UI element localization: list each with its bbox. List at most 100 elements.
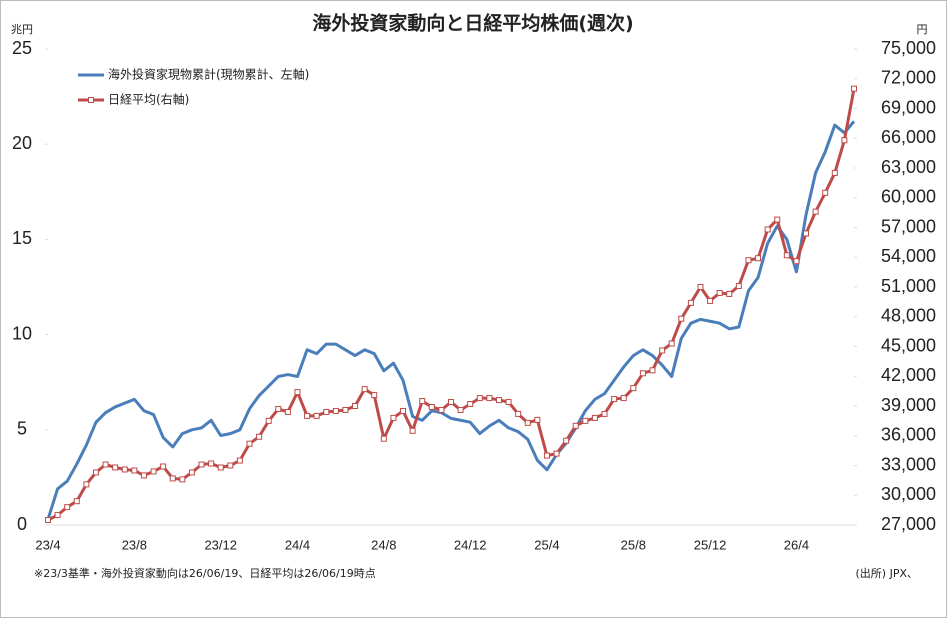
point-marker (112, 464, 119, 471)
y2-tick-label: 57,000 (881, 216, 936, 236)
footnote: ※23/3基準・海外投資家動向は26/06/19、日経平均は26/06/19時点 (34, 566, 376, 580)
point-marker (649, 367, 656, 374)
point-marker (102, 461, 109, 468)
y2-tick-label: 69,000 (881, 97, 936, 117)
point-marker (246, 440, 253, 447)
legend-marker (88, 97, 94, 103)
point-marker (841, 137, 848, 144)
point-marker (400, 407, 407, 414)
point-marker (371, 392, 378, 399)
x-tick-label: 24/12 (454, 537, 487, 552)
y-unit: 兆円 (11, 23, 33, 36)
point-marker (822, 189, 829, 196)
point-marker (121, 466, 128, 473)
point-marker (64, 504, 71, 511)
point-marker (409, 427, 416, 434)
point-marker (294, 389, 301, 396)
point-marker (352, 403, 359, 409)
point-marker (332, 407, 339, 414)
point-marker (390, 414, 397, 421)
point-marker (438, 406, 445, 413)
point-marker (256, 433, 263, 440)
point-marker (505, 399, 512, 406)
x-tick-label: 26/4 (784, 537, 809, 552)
point-marker (620, 395, 627, 402)
point-marker (428, 403, 435, 410)
y2-tick-label: 72,000 (881, 68, 936, 88)
point-marker (745, 257, 752, 264)
y-tick-label: 15 (12, 228, 32, 248)
point-marker (265, 417, 272, 424)
y2-tick-label: 33,000 (881, 454, 936, 474)
point-marker (73, 498, 80, 505)
point-marker (611, 396, 618, 403)
y2-unit: 円 (917, 23, 928, 36)
point-marker (735, 283, 742, 290)
point-marker (534, 416, 541, 423)
y-tick-label: 10 (12, 323, 32, 343)
x-tick-label: 24/4 (285, 537, 310, 552)
point-marker (668, 340, 675, 347)
point-marker (812, 208, 819, 215)
point-marker (380, 435, 387, 442)
x-tick-label: 24/8 (371, 537, 396, 552)
x-tick-label: 25/4 (534, 537, 559, 552)
point-marker (467, 401, 474, 408)
point-marker (591, 414, 598, 421)
point-marker (323, 408, 330, 415)
point-marker (304, 412, 311, 419)
point-marker (601, 410, 608, 417)
point-marker (198, 461, 205, 468)
point-marker (160, 463, 167, 470)
point-marker (486, 395, 493, 402)
y-tick-label: 0 (17, 514, 27, 534)
point-marker (793, 258, 800, 265)
point-marker (342, 406, 349, 413)
point-marker (659, 347, 666, 354)
y-tick-label: 20 (12, 133, 32, 153)
series-line (46, 120, 856, 520)
point-marker (851, 85, 857, 92)
point-marker (313, 412, 320, 419)
point-marker (45, 517, 51, 524)
point-marker (563, 437, 570, 444)
point-marker (783, 252, 790, 259)
point-marker (476, 395, 483, 402)
point-marker (543, 452, 550, 459)
chart-title: 海外投資家動向と日経平均株価(週次) (312, 12, 633, 35)
point-marker (188, 469, 195, 476)
point-marker (687, 299, 694, 306)
y2-tick-label: 66,000 (881, 127, 936, 147)
point-marker (803, 230, 810, 237)
y2-tick-label: 48,000 (881, 306, 936, 326)
point-marker (764, 226, 771, 233)
x-tick-label: 23/8 (122, 537, 147, 552)
point-marker (54, 512, 61, 519)
y2-tick-label: 45,000 (881, 335, 936, 355)
point-marker (217, 464, 224, 471)
point-marker (572, 422, 579, 429)
point-marker (774, 216, 781, 223)
point-marker (495, 397, 502, 404)
legend-label: 日経平均(右軸) (108, 92, 189, 107)
point-marker (179, 476, 186, 483)
point-marker (524, 419, 531, 426)
point-marker (582, 417, 589, 424)
point-marker (92, 469, 99, 476)
point-marker (515, 410, 522, 417)
y2-tick-label: 39,000 (881, 395, 936, 415)
point-marker (236, 457, 243, 464)
y2-tick-label: 60,000 (881, 187, 936, 207)
y2-tick-label: 30,000 (881, 484, 936, 504)
point-marker (831, 169, 838, 176)
y2-tick-label: 75,000 (881, 38, 936, 58)
point-marker (169, 475, 176, 482)
y2-tick-label: 27,000 (881, 514, 936, 534)
point-marker (678, 315, 685, 322)
point-marker (361, 386, 368, 393)
point-marker (697, 284, 704, 290)
point-marker (83, 481, 90, 488)
point-marker (419, 398, 426, 405)
point-marker (275, 405, 282, 412)
y2-tick-label: 63,000 (881, 157, 936, 177)
